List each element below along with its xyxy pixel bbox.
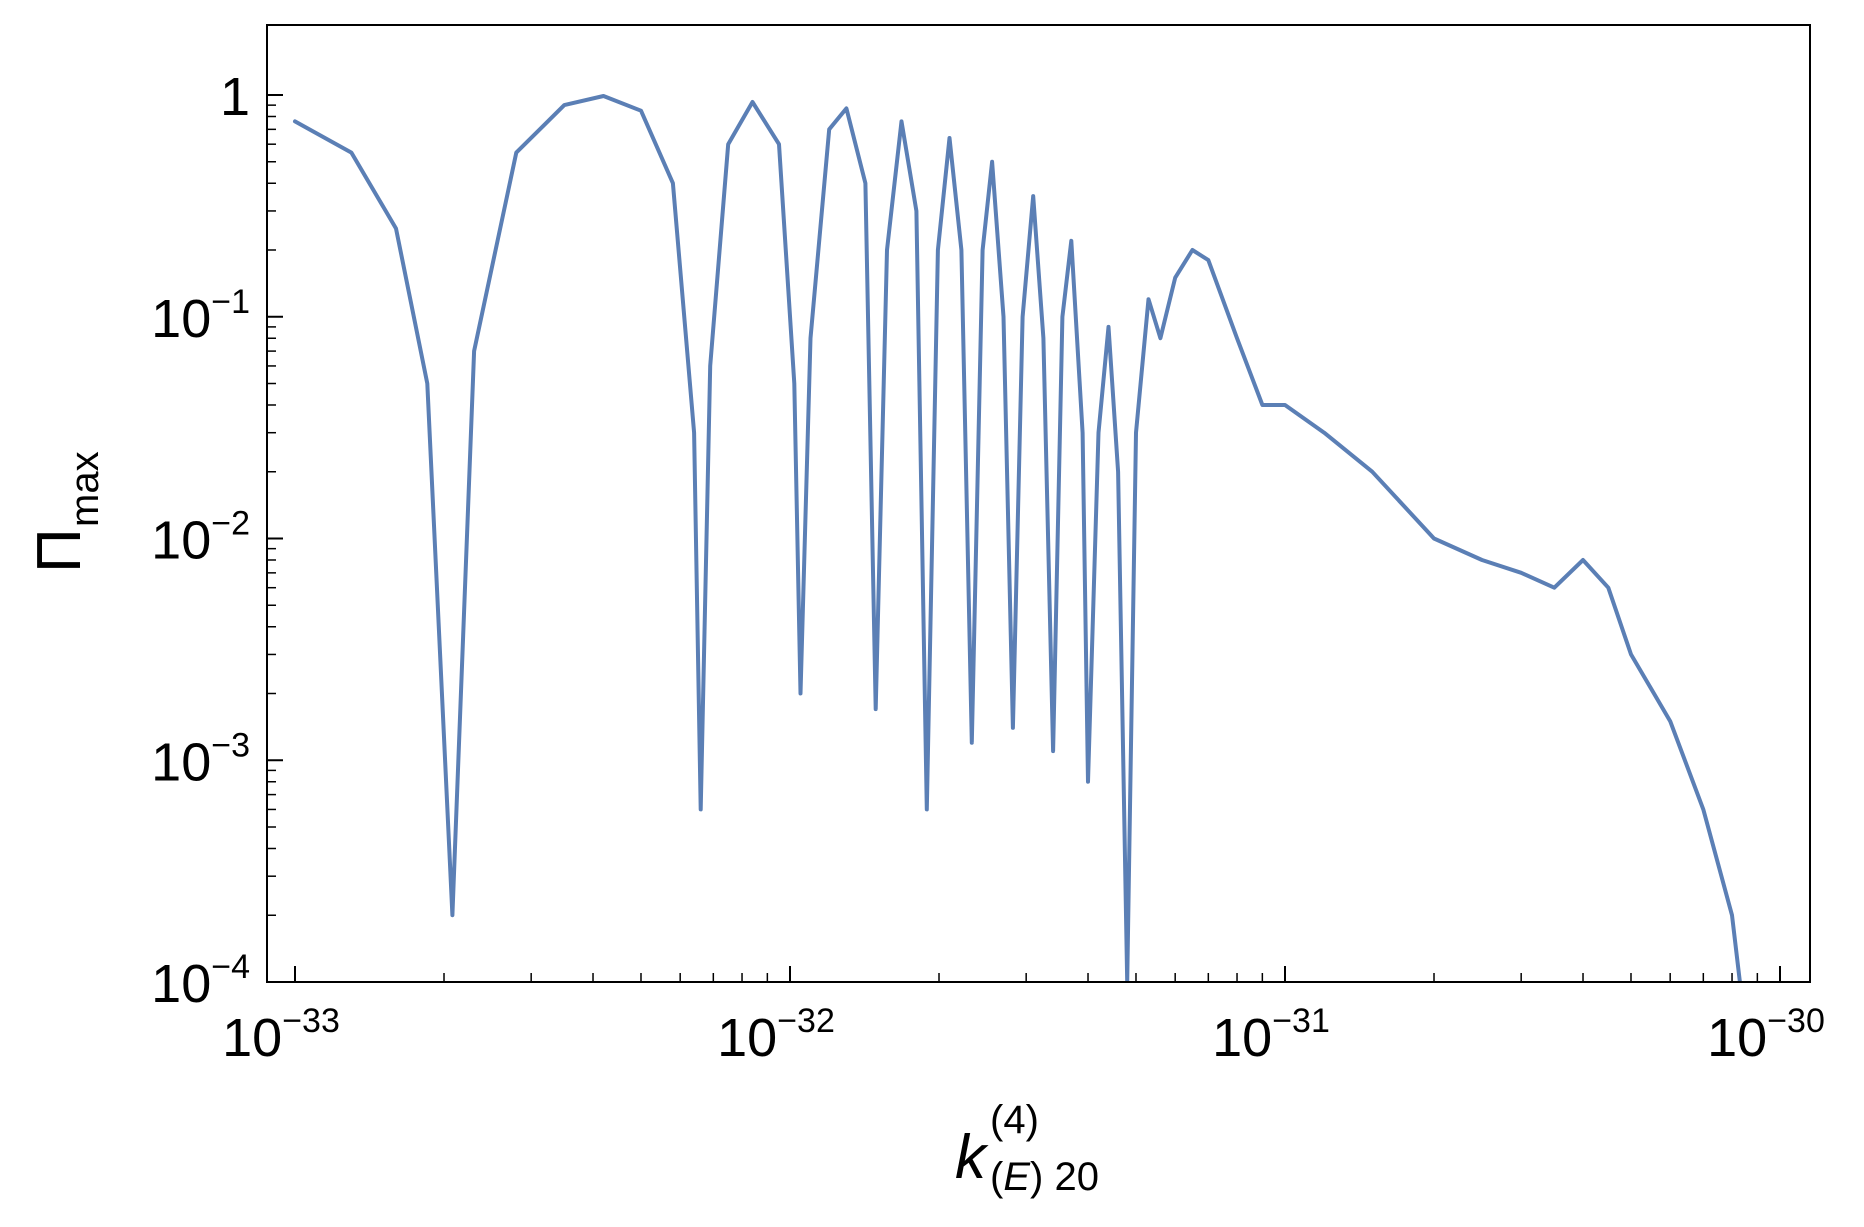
x-tick-label-exp-0: −33 xyxy=(282,1002,340,1040)
y-axis-title-subscript: max xyxy=(63,451,107,527)
x-tick-label-3: 10−30 xyxy=(1707,1002,1825,1068)
x-tick-label-2: 10−31 xyxy=(1212,1002,1330,1068)
y-tick-label-exp-3: −3 xyxy=(211,726,250,764)
x-tick-label-base-0: 10 xyxy=(222,1008,282,1068)
x-tick-label-exp-1: −32 xyxy=(777,1002,835,1040)
x-tick-label-exp-3: −30 xyxy=(1767,1002,1825,1040)
y-tick-label-1: 10−1 xyxy=(151,283,250,349)
x-axis-title: k (4) (E) 20 xyxy=(955,1098,1099,1199)
y-axis-title: Π max xyxy=(25,451,107,573)
y-tick-label-base-4: 10 xyxy=(151,954,211,1014)
x-axis-title-superscript: (4) xyxy=(990,1098,1039,1142)
y-tick-label-exp-4: −4 xyxy=(211,948,250,986)
y-tick-label-base-2: 10 xyxy=(151,511,211,571)
y-tick-label-4: 10−4 xyxy=(151,948,250,1014)
y-tick-label-3: 10−3 xyxy=(151,726,250,792)
series-line-0 xyxy=(293,94,1742,982)
plot-background xyxy=(267,25,1810,982)
y-axis-ticks xyxy=(267,94,283,983)
x-tick-label-base-1: 10 xyxy=(717,1008,777,1068)
y-tick-label-exp-1: −1 xyxy=(211,283,250,321)
y-tick-label-base-0: 1 xyxy=(220,67,250,127)
x-tick-label-base-2: 10 xyxy=(1212,1008,1272,1068)
x-axis-tick-labels: 10−33 10−32 10−31 10−30 xyxy=(222,1002,1825,1068)
x-tick-label-1: 10−32 xyxy=(717,1002,835,1068)
y-tick-label-exp-2: −2 xyxy=(211,505,250,543)
y-axis-title-base: Π xyxy=(25,528,94,573)
x-axis-subscript-open: ( xyxy=(990,1155,1004,1199)
x-axis-title-subscript: (E) 20 xyxy=(990,1155,1099,1199)
x-axis-subscript-e: E xyxy=(1003,1155,1031,1199)
x-axis-title-base: k xyxy=(955,1123,989,1192)
y-tick-label-0: 1 xyxy=(220,67,250,127)
x-tick-label-base-3: 10 xyxy=(1707,1008,1767,1068)
x-tick-label-0: 10−33 xyxy=(222,1002,340,1068)
y-tick-label-base-1: 10 xyxy=(151,289,211,349)
plot-frame xyxy=(266,24,1811,983)
y-tick-label-2: 10−2 xyxy=(151,505,250,571)
x-axis-subscript-rest: ) 20 xyxy=(1030,1155,1099,1199)
x-axis-ticks xyxy=(294,966,1781,982)
series-layer xyxy=(293,94,1742,982)
y-axis-tick-labels: 110−110−210−310−4 xyxy=(151,67,250,1014)
y-tick-label-base-3: 10 xyxy=(151,732,211,792)
x-tick-label-exp-2: −31 xyxy=(1272,1002,1330,1040)
